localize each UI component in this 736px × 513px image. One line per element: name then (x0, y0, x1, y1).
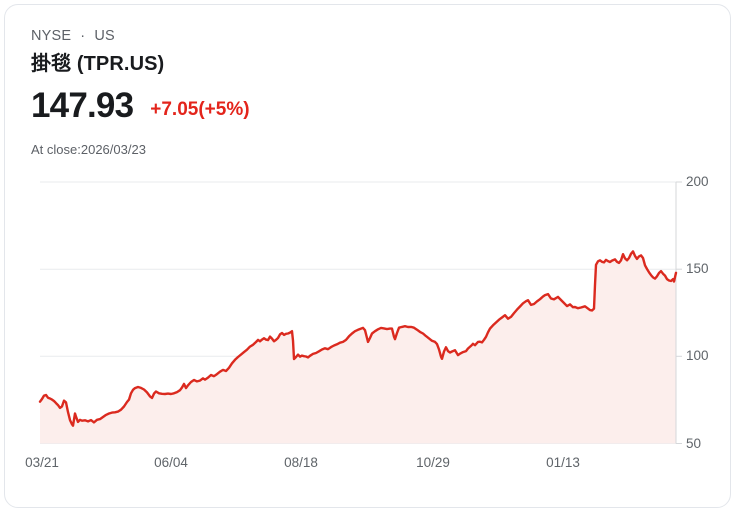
y-tick-label: 150 (686, 261, 709, 276)
price-area (40, 251, 676, 444)
price-line (38, 250, 678, 427)
price-change: +7.05(+5%) (150, 99, 250, 120)
x-tick-label: 06/04 (154, 455, 188, 470)
y-tick-label: 200 (686, 174, 709, 189)
price-row: 147.93 +7.05(+5%) (31, 86, 250, 125)
close-timestamp: At close:2026/03/23 (31, 142, 146, 157)
x-tick-label: 10/29 (416, 455, 450, 470)
x-tick-label: 03/21 (25, 455, 59, 470)
exchange-name: NYSE (31, 28, 72, 44)
y-tick-label: 50 (686, 436, 702, 451)
separator-dot: · (80, 28, 86, 44)
x-tick-label: 01/13 (546, 455, 580, 470)
stock-title: 掛毯 (TPR.US) (31, 53, 165, 75)
last-price: 147.93 (31, 86, 134, 125)
y-tick-label: 100 (686, 348, 709, 363)
x-tick-label: 08/18 (284, 455, 318, 470)
region-name: US (94, 28, 115, 44)
exchange-line: NYSE · US (31, 28, 115, 44)
